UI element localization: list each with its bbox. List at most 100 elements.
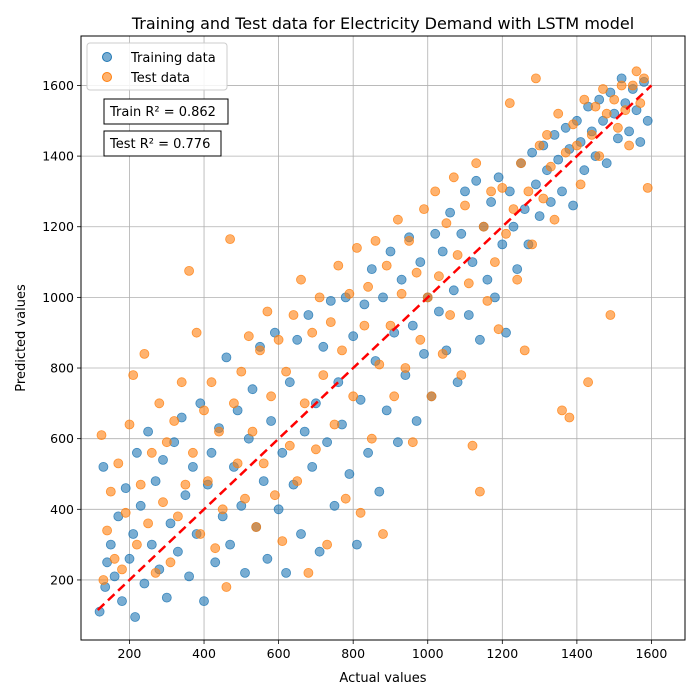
legend-training-label: Training data <box>130 51 216 66</box>
test-point <box>598 84 608 94</box>
y-tick-label: 800 <box>50 361 74 376</box>
test-point <box>146 447 157 458</box>
training-point <box>225 539 236 550</box>
test-point <box>419 204 429 215</box>
test-point <box>210 543 221 554</box>
test-point <box>195 529 206 539</box>
training-point <box>277 447 288 458</box>
test-point <box>109 553 120 564</box>
test-point <box>236 366 247 377</box>
training-point <box>206 447 217 458</box>
test-point <box>523 186 534 197</box>
test-point <box>217 504 228 515</box>
training-point <box>139 578 150 589</box>
y-tick-label: 400 <box>50 502 74 517</box>
series-test <box>96 66 653 592</box>
test-point <box>288 310 299 320</box>
training-point <box>467 257 478 268</box>
test-point <box>340 493 351 504</box>
training-point <box>184 571 195 582</box>
training-point <box>296 529 306 539</box>
training-point <box>303 310 314 320</box>
training-point <box>124 553 135 564</box>
training-point <box>130 612 141 622</box>
test-point <box>337 345 347 356</box>
training-point <box>624 126 634 137</box>
test-point <box>98 575 109 585</box>
test-point <box>187 447 198 458</box>
test-point <box>437 348 448 359</box>
legend-box <box>86 42 228 91</box>
test-point <box>545 161 556 172</box>
test-point <box>102 525 112 536</box>
y-tick-label: 1400 <box>42 149 74 164</box>
training-point <box>381 405 392 416</box>
train-r2-text: Train R² = 0.862 <box>109 105 216 120</box>
training-point <box>430 228 441 239</box>
training-point <box>221 352 232 363</box>
test-point <box>176 377 187 388</box>
x-tick-label: 1400 <box>561 646 593 661</box>
test-point <box>214 426 224 437</box>
test-point <box>624 140 634 151</box>
training-point <box>411 416 422 426</box>
test-point <box>549 214 560 225</box>
test-point <box>161 437 172 448</box>
test-point <box>616 80 627 91</box>
y-tick-label: 200 <box>50 572 74 587</box>
test-point <box>281 366 292 377</box>
test-point <box>501 228 511 239</box>
test-point <box>512 274 523 285</box>
test-r2-box <box>103 130 222 157</box>
test-point <box>325 317 336 328</box>
test-point <box>310 444 321 455</box>
test-point <box>359 320 370 331</box>
training-point <box>348 331 359 342</box>
test-point <box>508 204 519 215</box>
test-point <box>199 405 209 416</box>
x-tick-label: 600 <box>267 646 291 661</box>
test-point <box>120 507 131 518</box>
test-point <box>489 257 500 268</box>
training-point <box>385 246 396 257</box>
test-point <box>639 73 649 84</box>
training-point <box>456 228 467 239</box>
data-points <box>94 66 653 622</box>
test-point <box>493 324 504 335</box>
test-point <box>564 412 575 423</box>
x-tick-label: 800 <box>341 646 365 661</box>
training-point <box>486 197 497 207</box>
training-point <box>131 447 142 458</box>
test-point <box>448 172 459 183</box>
training-point <box>180 490 191 501</box>
x-tick-label: 400 <box>192 646 216 661</box>
training-point <box>579 165 590 176</box>
training-point <box>158 454 168 465</box>
test-point <box>221 582 232 592</box>
test-point <box>113 458 124 469</box>
test-point <box>329 419 340 430</box>
test-point <box>579 94 590 105</box>
training-point <box>557 186 567 197</box>
training-point <box>463 310 474 320</box>
test-point <box>575 179 586 190</box>
test-point <box>243 331 254 342</box>
training-point <box>247 384 258 395</box>
test-point <box>154 398 165 409</box>
training-point <box>512 264 523 275</box>
x-tick-label: 1600 <box>636 646 668 661</box>
training-point <box>534 211 545 222</box>
training-point <box>281 568 292 578</box>
test-point <box>307 327 318 338</box>
training-point <box>553 154 564 165</box>
training-point <box>359 299 370 310</box>
training-point <box>329 500 340 511</box>
test-point <box>273 334 284 345</box>
test-point <box>258 458 269 469</box>
test-point <box>642 182 653 193</box>
test-point <box>184 265 195 276</box>
legend-test-marker <box>102 72 112 82</box>
test-point <box>351 242 362 253</box>
test-point <box>266 391 277 402</box>
